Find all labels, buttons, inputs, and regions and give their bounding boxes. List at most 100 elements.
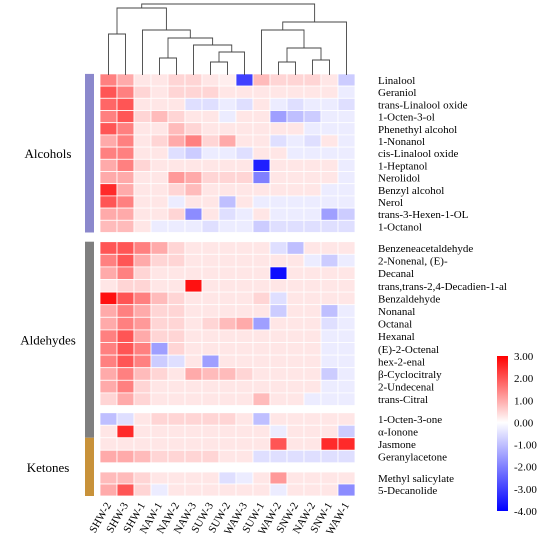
row-label: Geranylacetone bbox=[378, 452, 447, 464]
heatmap-cell bbox=[252, 97, 271, 111]
heatmap-cell bbox=[133, 424, 152, 439]
heatmap-cell bbox=[150, 279, 169, 293]
heatmap-cell bbox=[218, 122, 237, 136]
heatmap-cell bbox=[218, 424, 237, 439]
heatmap-cell bbox=[235, 134, 254, 148]
heatmap-cell bbox=[184, 291, 203, 306]
heatmap-cell bbox=[286, 304, 305, 318]
heatmap-cell bbox=[218, 241, 237, 255]
row-label: trans-Citral bbox=[378, 394, 428, 406]
row-label: hex-2-enal bbox=[378, 356, 425, 368]
heatmap-cell bbox=[184, 85, 203, 99]
heatmap-cell bbox=[201, 304, 220, 318]
heatmap-cell bbox=[337, 279, 356, 293]
heatmap-cell bbox=[337, 195, 356, 209]
heatmap-cell bbox=[320, 342, 339, 356]
heatmap-cell bbox=[269, 266, 288, 280]
heatmap-cell bbox=[184, 266, 203, 280]
heatmap-cell bbox=[252, 367, 271, 381]
heatmap-cell bbox=[167, 437, 186, 451]
row-label: Jasmone bbox=[378, 439, 416, 451]
heatmap-cell bbox=[218, 316, 237, 331]
group-label: Aldehydes bbox=[20, 333, 76, 348]
heatmap-cell bbox=[184, 122, 203, 136]
heatmap-cell bbox=[133, 437, 152, 451]
heatmap-cell bbox=[320, 73, 339, 87]
heatmap-cell bbox=[337, 437, 356, 451]
heatmap-cell bbox=[320, 367, 339, 381]
heatmap-cell bbox=[269, 412, 288, 426]
heatmap-cell bbox=[201, 134, 220, 148]
heatmap-cell bbox=[269, 183, 288, 197]
heatmap-cell bbox=[286, 73, 305, 87]
heatmap-cell bbox=[303, 354, 322, 369]
heatmap-cell bbox=[337, 146, 356, 160]
heatmap-cell bbox=[184, 449, 203, 464]
heatmap-cell bbox=[337, 291, 356, 306]
heatmap-cell bbox=[218, 379, 237, 394]
heatmap-cell bbox=[337, 122, 356, 136]
row-label: Nerol bbox=[378, 197, 403, 209]
heatmap-cell bbox=[320, 183, 339, 197]
heatmap-cell bbox=[150, 266, 169, 280]
heatmap-cell bbox=[167, 316, 186, 331]
heatmap-cell bbox=[167, 207, 186, 221]
heatmap-cell bbox=[235, 424, 254, 439]
heatmap-cell bbox=[150, 316, 169, 331]
heatmap-cell bbox=[286, 437, 305, 451]
heatmap-cell bbox=[133, 134, 152, 148]
heatmap-cell bbox=[150, 110, 169, 124]
heatmap-cell bbox=[133, 253, 152, 268]
heatmap-cell bbox=[201, 367, 220, 381]
heatmap-cell bbox=[150, 146, 169, 160]
heatmap-cell bbox=[218, 253, 237, 268]
heatmap-cell bbox=[99, 471, 118, 485]
heatmap-cell bbox=[286, 471, 305, 485]
heatmap-cell bbox=[167, 85, 186, 99]
heatmap-cell bbox=[303, 253, 322, 268]
group-label: Ketones bbox=[27, 460, 70, 475]
heatmap-cell bbox=[269, 207, 288, 221]
heatmap-cell bbox=[269, 291, 288, 306]
dendrogram-link bbox=[159, 57, 177, 75]
heatmap-cell bbox=[235, 483, 254, 497]
heatmap-cell bbox=[184, 110, 203, 124]
heatmap-cell bbox=[286, 367, 305, 381]
heatmap-cell bbox=[252, 171, 271, 185]
heatmap-cell bbox=[286, 291, 305, 306]
heatmap-cell bbox=[133, 354, 152, 369]
color-scale-tick: -1.00 bbox=[514, 440, 537, 452]
heatmap-cell bbox=[320, 134, 339, 148]
heatmap-cell bbox=[150, 73, 169, 87]
heatmap-cell bbox=[252, 449, 271, 464]
heatmap-cell bbox=[116, 342, 135, 356]
heatmap-cell bbox=[99, 146, 118, 160]
heatmap-cell bbox=[99, 73, 118, 87]
heatmap-cell bbox=[286, 329, 305, 343]
heatmap-cell bbox=[167, 253, 186, 268]
heatmap-cell bbox=[337, 449, 356, 464]
heatmap-cell bbox=[116, 483, 135, 497]
color-scale-tick: -3.00 bbox=[514, 484, 537, 496]
heatmap-cell bbox=[218, 158, 237, 172]
heatmap-cell bbox=[303, 207, 322, 221]
heatmap-cell bbox=[201, 471, 220, 485]
heatmap-cell bbox=[184, 329, 203, 343]
heatmap-cell bbox=[235, 171, 254, 185]
heatmap-cell bbox=[133, 471, 152, 485]
heatmap-cell bbox=[201, 483, 220, 497]
heatmap-cell bbox=[269, 253, 288, 268]
heatmap-cell bbox=[269, 195, 288, 209]
heatmap-cell bbox=[252, 392, 271, 406]
heatmap-cell bbox=[252, 329, 271, 343]
heatmap-cell bbox=[167, 266, 186, 280]
heatmap-cell bbox=[320, 110, 339, 124]
heatmap-cell bbox=[133, 158, 152, 172]
heatmap-cell bbox=[269, 304, 288, 318]
heatmap-cell bbox=[150, 122, 169, 136]
heatmap-cell bbox=[150, 253, 169, 268]
heatmap-cell bbox=[286, 146, 305, 160]
heatmap-cell bbox=[320, 424, 339, 439]
heatmap-cell bbox=[167, 219, 186, 233]
heatmap-cell bbox=[167, 379, 186, 394]
